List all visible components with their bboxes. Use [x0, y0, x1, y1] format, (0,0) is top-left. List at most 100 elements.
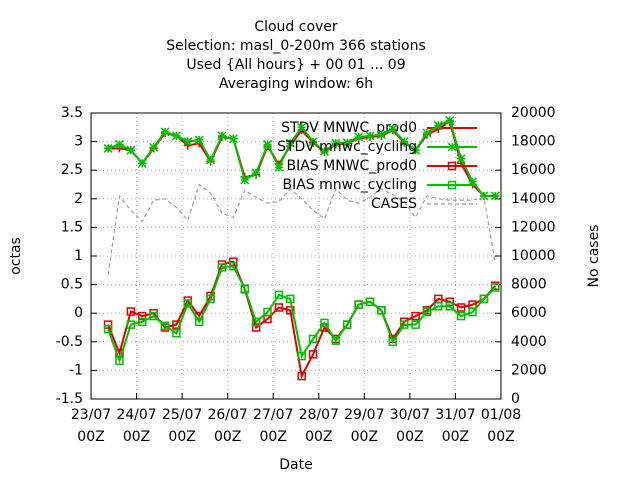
marker — [217, 131, 227, 141]
marker — [445, 115, 455, 125]
x-tick-label: 01/08 00Z — [480, 407, 522, 445]
y2-tick-label: 18000 — [511, 134, 556, 150]
marker — [286, 306, 295, 315]
y2-tick-label: 0 — [511, 391, 520, 407]
marker — [103, 320, 113, 329]
marker — [342, 138, 352, 148]
marker — [354, 132, 364, 142]
marker — [320, 318, 329, 328]
marker — [490, 191, 500, 201]
chart-title: Cloud cover — [254, 19, 338, 35]
y-tick-label: 2 — [74, 191, 83, 207]
marker-part — [490, 191, 500, 201]
y-tick-label: 2.5 — [61, 162, 83, 178]
marker-part — [263, 307, 272, 317]
y-tick-label: -0.5 — [56, 334, 83, 350]
legend-marker — [447, 180, 457, 190]
marker — [274, 290, 284, 300]
marker — [262, 139, 273, 149]
marker-part — [115, 356, 124, 365]
marker — [365, 297, 375, 307]
marker — [456, 154, 466, 164]
legend-label: STDV MNWC_prod0 — [281, 120, 417, 136]
marker-part — [479, 294, 489, 304]
marker — [137, 158, 147, 168]
marker — [422, 128, 432, 138]
marker-part — [331, 138, 341, 148]
marker — [434, 302, 443, 311]
marker-part — [445, 302, 454, 311]
marker — [240, 284, 249, 293]
marker-part — [354, 132, 364, 142]
marker-part — [103, 143, 113, 153]
marker-part — [149, 142, 159, 152]
marker-part — [399, 320, 409, 329]
marker — [445, 297, 454, 307]
marker-part — [377, 306, 386, 315]
marker-part — [308, 334, 318, 344]
marker — [206, 155, 216, 165]
marker-part — [194, 317, 204, 327]
marker — [126, 307, 136, 316]
chart-subtitle: Selection: masl_0-200m 366 stations — [166, 38, 426, 54]
marker — [422, 307, 432, 317]
marker-part — [251, 323, 261, 332]
y2-tick-label: 2000 — [511, 362, 547, 378]
marker — [365, 131, 375, 141]
marker — [103, 143, 113, 153]
marker — [103, 324, 113, 334]
marker — [388, 337, 398, 347]
marker-part — [445, 115, 455, 125]
marker — [251, 317, 261, 327]
marker-part — [171, 131, 181, 141]
marker-part — [240, 284, 249, 293]
marker-part — [126, 320, 136, 329]
marker-part — [388, 337, 398, 347]
marker — [343, 320, 352, 329]
x-tick-label: 27/07 00Z — [253, 407, 294, 445]
marker — [308, 334, 318, 344]
x-tick-label: 23/07 00Z — [70, 407, 112, 445]
marker — [229, 257, 238, 266]
marker — [399, 320, 409, 329]
marker — [274, 162, 284, 172]
marker-part — [445, 297, 454, 307]
y-tick-label: 1 — [74, 248, 83, 264]
marker — [479, 191, 489, 201]
marker — [399, 137, 409, 147]
marker — [308, 137, 318, 147]
marker-part — [422, 307, 432, 317]
marker — [297, 371, 306, 381]
marker-part — [308, 137, 318, 147]
marker — [194, 317, 204, 327]
legend-label: BIAS mnwc_cycling — [282, 177, 417, 193]
legend-marker — [447, 142, 457, 152]
marker-part — [262, 139, 273, 149]
y-tick-label: 1.5 — [61, 219, 83, 235]
y2-tick-label: 12000 — [511, 219, 556, 235]
marker-part — [137, 158, 147, 168]
y-tick-label: 3 — [74, 134, 83, 150]
marker-part — [447, 161, 457, 171]
marker — [160, 321, 170, 331]
marker — [194, 135, 204, 145]
marker-part — [274, 162, 284, 172]
marker-part — [217, 131, 227, 141]
marker — [285, 138, 295, 148]
x-tick-label: 29/07 00Z — [344, 407, 385, 445]
marker-part — [149, 311, 158, 321]
x-tick-label: 28/07 00Z — [298, 407, 339, 445]
marker-part — [228, 134, 238, 144]
marker — [411, 145, 421, 155]
legend-label: BIAS MNWC_prod0 — [286, 158, 417, 174]
marker-part — [160, 127, 170, 137]
marker-part — [206, 294, 215, 304]
marker — [456, 311, 466, 321]
y-tick-label: -1.5 — [56, 391, 83, 407]
marker — [331, 138, 341, 148]
y-axis-label: octas — [8, 237, 24, 275]
marker — [251, 168, 261, 178]
chart-subtitle: Averaging window: 6h — [219, 76, 373, 92]
marker-part — [411, 311, 420, 321]
